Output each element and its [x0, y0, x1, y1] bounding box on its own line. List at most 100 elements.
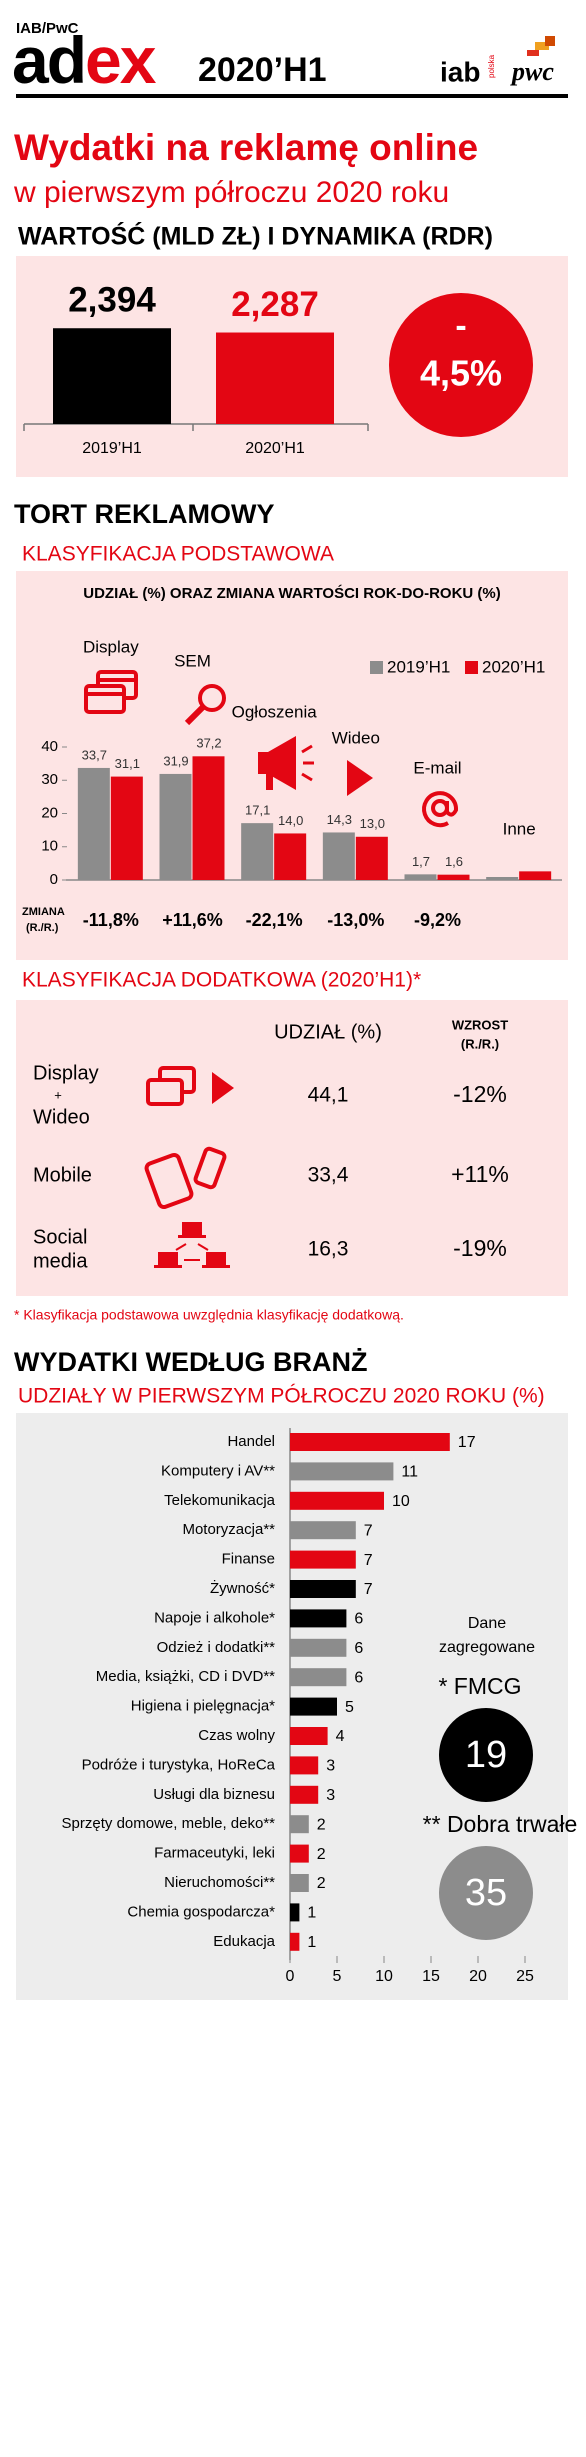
icon-megaphone	[258, 736, 314, 790]
category-label: Chemia gospodarcza*	[127, 1903, 275, 1920]
value-label: 13,0	[360, 816, 385, 831]
cell-value: 33,4	[308, 1164, 349, 1187]
icon-mobile	[144, 1146, 227, 1210]
bar	[290, 1433, 450, 1451]
aggregate-title: zagregowane	[439, 1639, 535, 1656]
bar	[53, 328, 171, 424]
cell-value: -19%	[453, 1235, 507, 1261]
x-tick-label: 0	[286, 1968, 295, 1985]
footnote: * Klasyfikacja podstawowa uwzględnia kla…	[14, 1307, 404, 1323]
column-header: (R./R.)	[461, 1036, 499, 1051]
bar	[290, 1932, 300, 1951]
bar	[274, 833, 307, 880]
section-subtitle: KLASYFIKACJA PODSTAWOWA	[22, 543, 334, 566]
brand-part: ad	[12, 23, 85, 97]
value-label: 14,3	[327, 812, 352, 827]
aggregate-label: ** Dobra trwałe	[423, 1811, 578, 1837]
value-label: 7	[364, 1522, 373, 1539]
value-label: 3	[326, 1787, 335, 1804]
value-label: 2	[317, 1875, 326, 1892]
bar	[290, 1785, 319, 1804]
bar	[290, 1874, 309, 1892]
bar	[290, 1491, 384, 1510]
bar	[192, 756, 225, 880]
aggregate-label: * FMCG	[438, 1673, 521, 1699]
value-label: 37,2	[196, 736, 221, 751]
y-tick-label: 40	[41, 738, 58, 755]
value-label: 1,7	[412, 854, 430, 869]
row-label: Mobile	[33, 1164, 92, 1186]
bar	[290, 1903, 300, 1922]
value-label: 31,9	[163, 753, 188, 768]
category-label: Usługi dla biznesu	[153, 1786, 275, 1803]
panel	[16, 1000, 568, 1296]
category-label: Komputery i AV**	[161, 1462, 275, 1479]
value-label: 11	[401, 1464, 418, 1481]
value-label: 5	[345, 1699, 354, 1716]
cell-value: 44,1	[308, 1084, 349, 1107]
value-label: 14,0	[278, 813, 303, 828]
bar	[241, 823, 274, 880]
cell-value: +11%	[451, 1161, 509, 1187]
logo-iab: iab	[440, 56, 480, 87]
bar	[437, 874, 470, 880]
aggregate-title: Dane	[468, 1615, 506, 1632]
bar	[404, 874, 437, 880]
brand-part: ex	[85, 23, 157, 97]
bar	[290, 1727, 328, 1745]
value-label: 17,1	[245, 803, 270, 818]
change-badge	[389, 293, 533, 437]
bar	[110, 776, 143, 880]
category-label: Handel	[227, 1433, 275, 1450]
column-header: WZROST	[452, 1017, 508, 1032]
section-title: WYDATKI WEDŁUG BRANŻ	[14, 1347, 367, 1377]
subtitle: w pierwszym półroczu 2020 roku	[13, 176, 449, 209]
category-label: Telekomunikacja	[164, 1492, 276, 1509]
category-label: Napoje i alkohole*	[154, 1609, 275, 1626]
bar	[290, 1550, 356, 1569]
bar	[77, 767, 110, 880]
value-label: 7	[364, 1552, 373, 1569]
bar	[290, 1815, 309, 1834]
period: 2020’H1	[198, 51, 327, 89]
value-label: 1	[307, 1905, 316, 1922]
aggregate-value: 35	[465, 1872, 507, 1914]
value-label: 2,287	[231, 285, 319, 324]
category-label: Finanse	[222, 1551, 275, 1568]
bar	[290, 1844, 309, 1863]
x-tick-label: 10	[375, 1968, 393, 1985]
value-label: 6	[354, 1611, 363, 1628]
category-label: 2020’H1	[245, 440, 305, 457]
category-label: Nieruchomości**	[164, 1874, 275, 1891]
bar	[290, 1668, 347, 1687]
logo-pwc: pwc	[510, 57, 554, 86]
category-label: Czas wolny	[198, 1727, 275, 1744]
value-label: 17	[458, 1434, 476, 1451]
value-label: 2,394	[68, 280, 156, 319]
icon-display-video	[146, 1066, 234, 1106]
value-label: 33,7	[82, 747, 107, 762]
value-label: 7	[364, 1581, 373, 1598]
category-label: Display	[83, 637, 139, 656]
category-label: E-mail	[413, 758, 461, 777]
legend-swatch	[465, 661, 478, 674]
bar	[290, 1697, 337, 1716]
section-title: WARTOŚĆ (MLD ZŁ) I DYNAMIKA (RDR)	[18, 221, 493, 251]
value-label: 4	[336, 1728, 345, 1745]
bar	[290, 1462, 394, 1481]
category-label: Żywność*	[210, 1579, 275, 1597]
bar	[216, 332, 334, 424]
category-label: Farmaceutyki, leki	[154, 1845, 275, 1862]
category-label: Sprzęty domowe, meble, deko**	[62, 1815, 276, 1832]
category-label: Ogłoszenia	[232, 702, 318, 721]
y-tick-label: 20	[41, 804, 58, 821]
bar	[355, 836, 388, 880]
legend-label: 2020’H1	[482, 657, 545, 676]
aggregate-badge	[439, 1708, 533, 1802]
change-title: ZMIANA	[22, 906, 65, 918]
row-label: Display	[33, 1062, 99, 1084]
icon-display	[84, 670, 138, 714]
